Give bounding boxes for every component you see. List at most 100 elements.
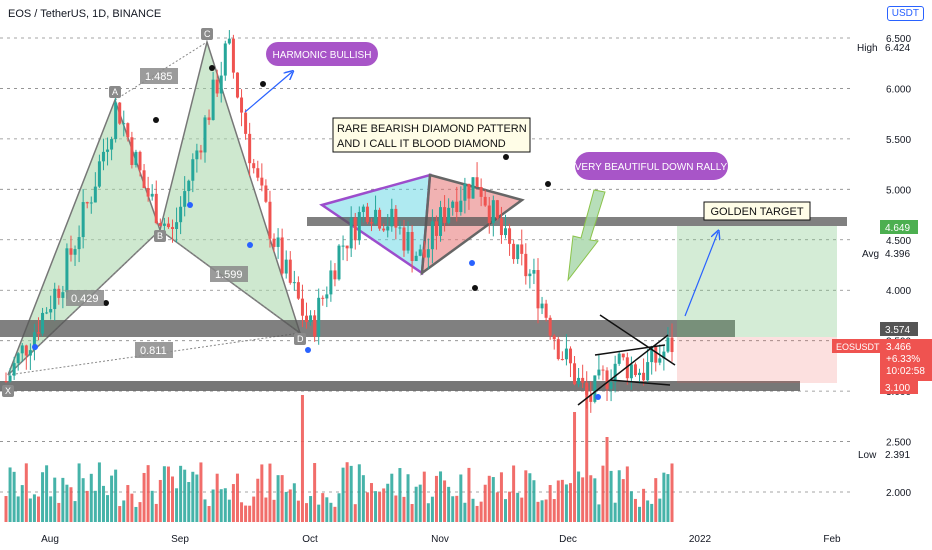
volume-bar bbox=[568, 483, 572, 522]
volume-bar bbox=[240, 502, 244, 522]
volume-bar bbox=[552, 499, 556, 522]
candle-body bbox=[227, 38, 231, 44]
volume-bar bbox=[97, 462, 101, 522]
currency-badge[interactable]: USDT bbox=[886, 6, 924, 21]
volume-bar bbox=[114, 469, 118, 522]
volume-bar bbox=[187, 482, 191, 522]
candle-body bbox=[528, 273, 532, 277]
volume-bar bbox=[394, 495, 398, 522]
volume-bar bbox=[325, 497, 329, 522]
svg-text:0.429: 0.429 bbox=[71, 293, 99, 305]
svg-text:A: A bbox=[112, 87, 118, 97]
volume-bar bbox=[459, 474, 463, 522]
volume-bar bbox=[85, 490, 89, 522]
candle-body bbox=[248, 133, 252, 164]
volume-bar bbox=[495, 492, 499, 522]
candle-body bbox=[4, 381, 8, 383]
candle-body bbox=[430, 221, 434, 250]
candle-body bbox=[175, 222, 179, 230]
volume-bar bbox=[386, 483, 390, 522]
volume-bar bbox=[207, 506, 211, 522]
volume-bar bbox=[284, 491, 288, 522]
candle-body bbox=[564, 348, 568, 360]
volume-bar bbox=[524, 470, 528, 522]
svg-text:6.424: 6.424 bbox=[885, 43, 910, 54]
volume-bar bbox=[223, 488, 227, 522]
svg-text:VERY BEAUTIFUL DOWN RALLY: VERY BEAUTIFUL DOWN RALLY bbox=[575, 162, 728, 173]
volume-bar bbox=[227, 499, 231, 522]
candle-body bbox=[609, 382, 613, 389]
candle-body bbox=[305, 315, 309, 323]
candle-body bbox=[333, 270, 337, 280]
volume-bar bbox=[231, 484, 235, 522]
candle-body bbox=[589, 394, 593, 402]
candle-body bbox=[166, 223, 170, 228]
volume-bar bbox=[317, 504, 321, 522]
candle-body bbox=[142, 170, 146, 189]
candle-body bbox=[45, 312, 49, 314]
candle-body bbox=[199, 150, 203, 153]
volume-bar bbox=[41, 472, 45, 522]
volume-bar bbox=[666, 474, 670, 522]
pattern-point-labels: X A B C D bbox=[2, 28, 306, 397]
volume-bar bbox=[219, 489, 223, 522]
candle-body bbox=[650, 347, 654, 363]
candle-body bbox=[272, 238, 276, 247]
candle-body bbox=[325, 294, 329, 299]
candle-body bbox=[633, 364, 637, 376]
volume-bar bbox=[313, 463, 317, 522]
volume-bar bbox=[12, 471, 16, 522]
candle-body bbox=[625, 357, 629, 379]
candle-body bbox=[499, 218, 503, 236]
volume-bar bbox=[646, 500, 650, 522]
candle-body bbox=[455, 201, 459, 213]
candle-body bbox=[349, 217, 353, 249]
candle-body bbox=[536, 270, 540, 309]
candle-body bbox=[313, 315, 317, 337]
candle-body bbox=[207, 117, 211, 121]
volume-bar bbox=[491, 477, 495, 522]
candle-body bbox=[191, 159, 195, 181]
volume-bar bbox=[8, 467, 12, 522]
volume-bar bbox=[504, 499, 507, 522]
candle-body bbox=[130, 137, 134, 165]
volume-bar bbox=[390, 473, 394, 522]
volume-bar bbox=[89, 473, 93, 522]
volume-bar bbox=[625, 466, 629, 522]
volume-bar bbox=[256, 478, 260, 522]
y-tick-label: 4.000 bbox=[886, 286, 911, 297]
candle-body bbox=[101, 151, 105, 162]
candle-body bbox=[426, 249, 430, 258]
volume-bar bbox=[585, 387, 589, 522]
volume-bar bbox=[300, 395, 304, 522]
volume-bar bbox=[211, 489, 215, 522]
volume-bar bbox=[305, 503, 309, 522]
y-tick-label: 5.500 bbox=[886, 135, 911, 146]
candle-body bbox=[479, 186, 483, 197]
candle-body bbox=[154, 193, 158, 224]
volume-bar bbox=[272, 499, 276, 522]
volume-bar bbox=[215, 473, 219, 522]
svg-text:1.485: 1.485 bbox=[145, 71, 173, 83]
candle-body bbox=[516, 244, 520, 260]
candle-body bbox=[560, 359, 564, 361]
svg-text:4.649: 4.649 bbox=[885, 223, 910, 234]
volume-bar bbox=[61, 477, 65, 522]
rally-arrow bbox=[567, 189, 606, 282]
volume-bar bbox=[512, 465, 516, 522]
volume-bar bbox=[4, 496, 8, 522]
candle-body bbox=[114, 102, 118, 140]
candle-body bbox=[41, 312, 45, 334]
volume-bar bbox=[654, 478, 658, 522]
volume-bar bbox=[601, 465, 605, 522]
candle-body bbox=[365, 206, 369, 223]
x-tick-label: 2022 bbox=[689, 534, 712, 545]
volume-bars bbox=[4, 387, 674, 522]
candle-body bbox=[374, 209, 378, 224]
candle-body bbox=[666, 337, 670, 352]
candles bbox=[4, 30, 674, 413]
candle-body bbox=[110, 139, 114, 150]
volume-bar bbox=[280, 475, 284, 522]
volume-bar bbox=[199, 462, 203, 522]
